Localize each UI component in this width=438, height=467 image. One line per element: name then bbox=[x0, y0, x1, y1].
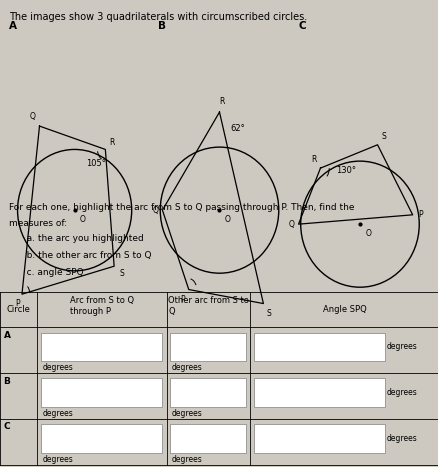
Text: C: C bbox=[4, 423, 10, 432]
Text: 130°: 130° bbox=[335, 166, 355, 175]
Text: measures of:: measures of: bbox=[9, 219, 67, 228]
Text: Q: Q bbox=[152, 205, 158, 215]
FancyBboxPatch shape bbox=[253, 425, 385, 453]
Text: Angle SPQ: Angle SPQ bbox=[322, 305, 366, 314]
Text: a. the arc you highlighted: a. the arc you highlighted bbox=[18, 234, 143, 243]
Text: degrees: degrees bbox=[172, 363, 202, 372]
Text: degrees: degrees bbox=[172, 455, 202, 464]
Text: R: R bbox=[219, 98, 224, 106]
Text: P: P bbox=[15, 299, 20, 308]
FancyBboxPatch shape bbox=[253, 333, 385, 361]
Text: A: A bbox=[4, 331, 11, 340]
FancyBboxPatch shape bbox=[170, 425, 245, 453]
Text: degrees: degrees bbox=[42, 455, 73, 464]
Text: B: B bbox=[158, 21, 166, 31]
FancyBboxPatch shape bbox=[41, 378, 162, 407]
Text: Other arc from S to
Q: Other arc from S to Q bbox=[168, 296, 248, 316]
FancyBboxPatch shape bbox=[41, 425, 162, 453]
Text: Q: Q bbox=[29, 113, 35, 121]
Text: degrees: degrees bbox=[386, 388, 417, 397]
FancyBboxPatch shape bbox=[253, 378, 385, 407]
Text: B: B bbox=[4, 376, 11, 386]
Text: O: O bbox=[80, 215, 85, 224]
Text: 62°: 62° bbox=[230, 124, 245, 133]
Text: Q: Q bbox=[288, 219, 293, 229]
Text: degrees: degrees bbox=[42, 363, 73, 372]
Text: S: S bbox=[266, 309, 271, 318]
Text: c. angle SPQ: c. angle SPQ bbox=[18, 268, 83, 277]
Text: degrees: degrees bbox=[386, 342, 417, 351]
Text: 105°: 105° bbox=[85, 159, 105, 168]
FancyBboxPatch shape bbox=[170, 378, 245, 407]
Text: degrees: degrees bbox=[386, 434, 417, 443]
Text: S: S bbox=[119, 269, 124, 277]
Text: O: O bbox=[364, 229, 370, 238]
Text: R: R bbox=[311, 156, 316, 164]
Text: For each one, highlight the arc from S to Q passing through P. Then, find the: For each one, highlight the arc from S t… bbox=[9, 203, 353, 212]
Text: degrees: degrees bbox=[172, 409, 202, 418]
Text: degrees: degrees bbox=[42, 409, 73, 418]
Text: P: P bbox=[417, 210, 422, 219]
Text: O: O bbox=[224, 215, 230, 224]
Text: P: P bbox=[180, 295, 185, 304]
Text: R: R bbox=[110, 138, 115, 147]
Text: Arc from S to Q
through P: Arc from S to Q through P bbox=[70, 296, 134, 316]
Text: A: A bbox=[9, 21, 17, 31]
Text: C: C bbox=[298, 21, 305, 31]
FancyBboxPatch shape bbox=[170, 333, 245, 361]
Text: b. the other arc from S to Q: b. the other arc from S to Q bbox=[18, 251, 151, 260]
Text: Circle: Circle bbox=[7, 305, 31, 314]
FancyBboxPatch shape bbox=[41, 333, 162, 361]
Text: The images show 3 quadrilaterals with circumscribed circles.: The images show 3 quadrilaterals with ci… bbox=[9, 12, 306, 21]
Text: S: S bbox=[380, 132, 385, 141]
